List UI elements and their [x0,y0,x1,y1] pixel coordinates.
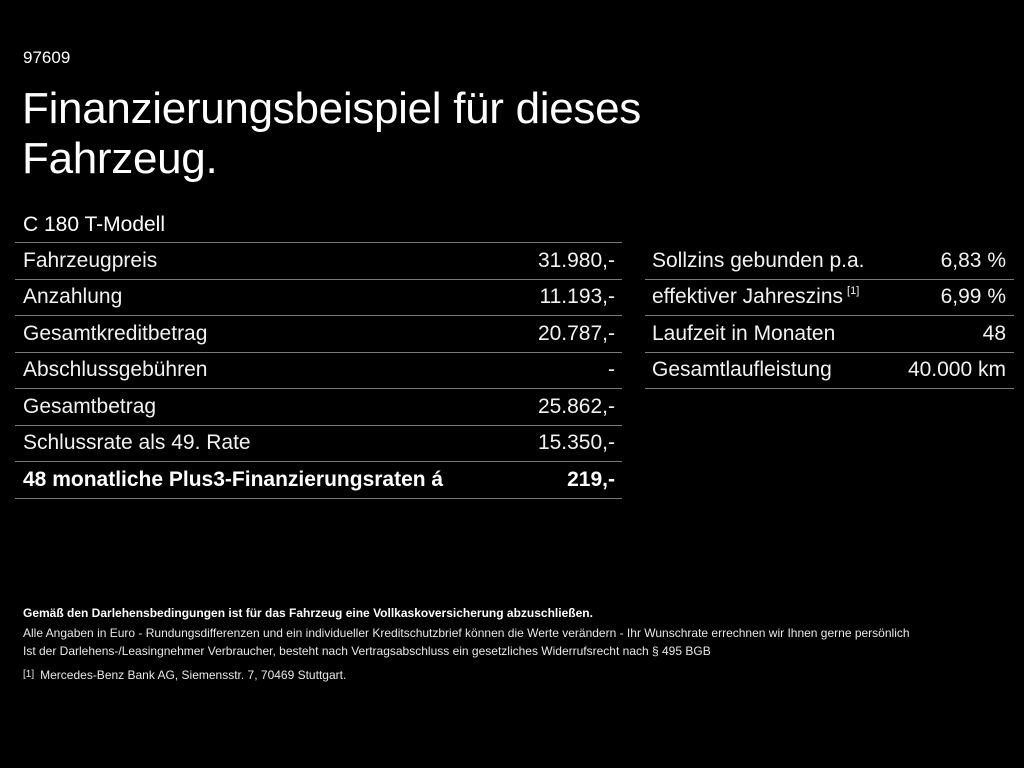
disclaimer-text: Alle Angaben in Euro - Rundungsdifferenz… [23,626,910,640]
row-label: 48 monatliche Plus3-Finanzierungsraten á [23,467,444,491]
row-label: Laufzeit in Monaten [652,321,836,345]
row-value: 219,- [567,467,615,491]
legal-footer: Gemäß den Darlehensbedingungen ist für d… [23,604,1013,684]
table-row-schlussrate: Schlussrate als 49. Rate 15.350,- [15,426,622,462]
row-label: Schlussrate als 49. Rate [23,431,251,455]
page-title: Finanzierungsbeispiel für dieses Fahrzeu… [22,84,641,184]
row-value: 25.862,- [537,394,615,418]
table-row-effektiver-jahreszins: effektiver Jahreszins [1] 6,99 % [645,280,1014,316]
row-value: 11.193,- [539,285,616,309]
row-value: 20.787,- [537,321,615,345]
footnote-mark: [1] [23,669,35,680]
row-value: 6,99 % [940,285,1006,309]
withdrawal-right-text: Ist der Darlehens-/Leasingnehmer Verbrau… [23,644,711,658]
row-label: Gesamtbetrag [23,394,157,418]
footnote: [1] Mercedes-Benz Bank AG, Siemensstr. 7,… [23,666,1013,684]
row-label: Sollzins gebunden p.a. [652,248,865,272]
interest-table: Sollzins gebunden p.a. 6,83 % effektiver… [645,243,1014,389]
row-value: 40.000 km [907,358,1006,382]
row-value: 48 [982,321,1006,345]
row-label: Fahrzeugpreis [23,248,158,272]
page-title-line-2: Fahrzeug. [22,134,218,183]
row-label: Abschlussgebühren [23,358,208,382]
row-label: Gesamtlaufleistung [652,358,832,382]
row-value: 31.980,- [537,248,615,272]
table-row-anzahlung: Anzahlung 11.193,- [15,280,622,316]
model-name: C 180 T-Modell [23,213,166,236]
footnote-reference: [1] [847,285,860,298]
row-label-text: effektiver Jahreszins [652,285,844,309]
table-row-monthly-rate: 48 monatliche Plus3-Finanzierungsraten á… [15,462,622,499]
table-row-gesamtbetrag: Gesamtbetrag 25.862,- [15,389,622,426]
insurance-note: Gemäß den Darlehensbedingungen ist für d… [23,606,593,620]
table-row-sollzins: Sollzins gebunden p.a. 6,83 % [645,243,1014,280]
table-row-abschlussgebuehren: Abschlussgebühren - [15,353,622,389]
row-label: effektiver Jahreszins [1] [652,285,859,309]
row-value: 15.350,- [537,431,615,455]
table-row-gesamtlaufleistung: Gesamtlaufleistung 40.000 km [645,353,1014,389]
page-title-line-1: Finanzierungsbeispiel für dieses [22,84,641,133]
footnote-text: Mercedes-Benz Bank AG, Siemensstr. 7, 70… [40,668,347,682]
row-label: Anzahlung [23,285,123,309]
row-value: - [608,358,615,382]
row-value: 6,83 % [940,248,1006,272]
financing-table: Fahrzeugpreis 31.980,- Anzahlung 11.193,… [15,242,622,499]
table-row-laufzeit: Laufzeit in Monaten 48 [645,316,1014,353]
table-row-fahrzeugpreis: Fahrzeugpreis 31.980,- [15,243,622,280]
vehicle-code: 97609 [23,48,71,67]
row-label: Gesamtkreditbetrag [23,321,208,345]
table-row-gesamtkreditbetrag: Gesamtkreditbetrag 20.787,- [15,316,622,353]
